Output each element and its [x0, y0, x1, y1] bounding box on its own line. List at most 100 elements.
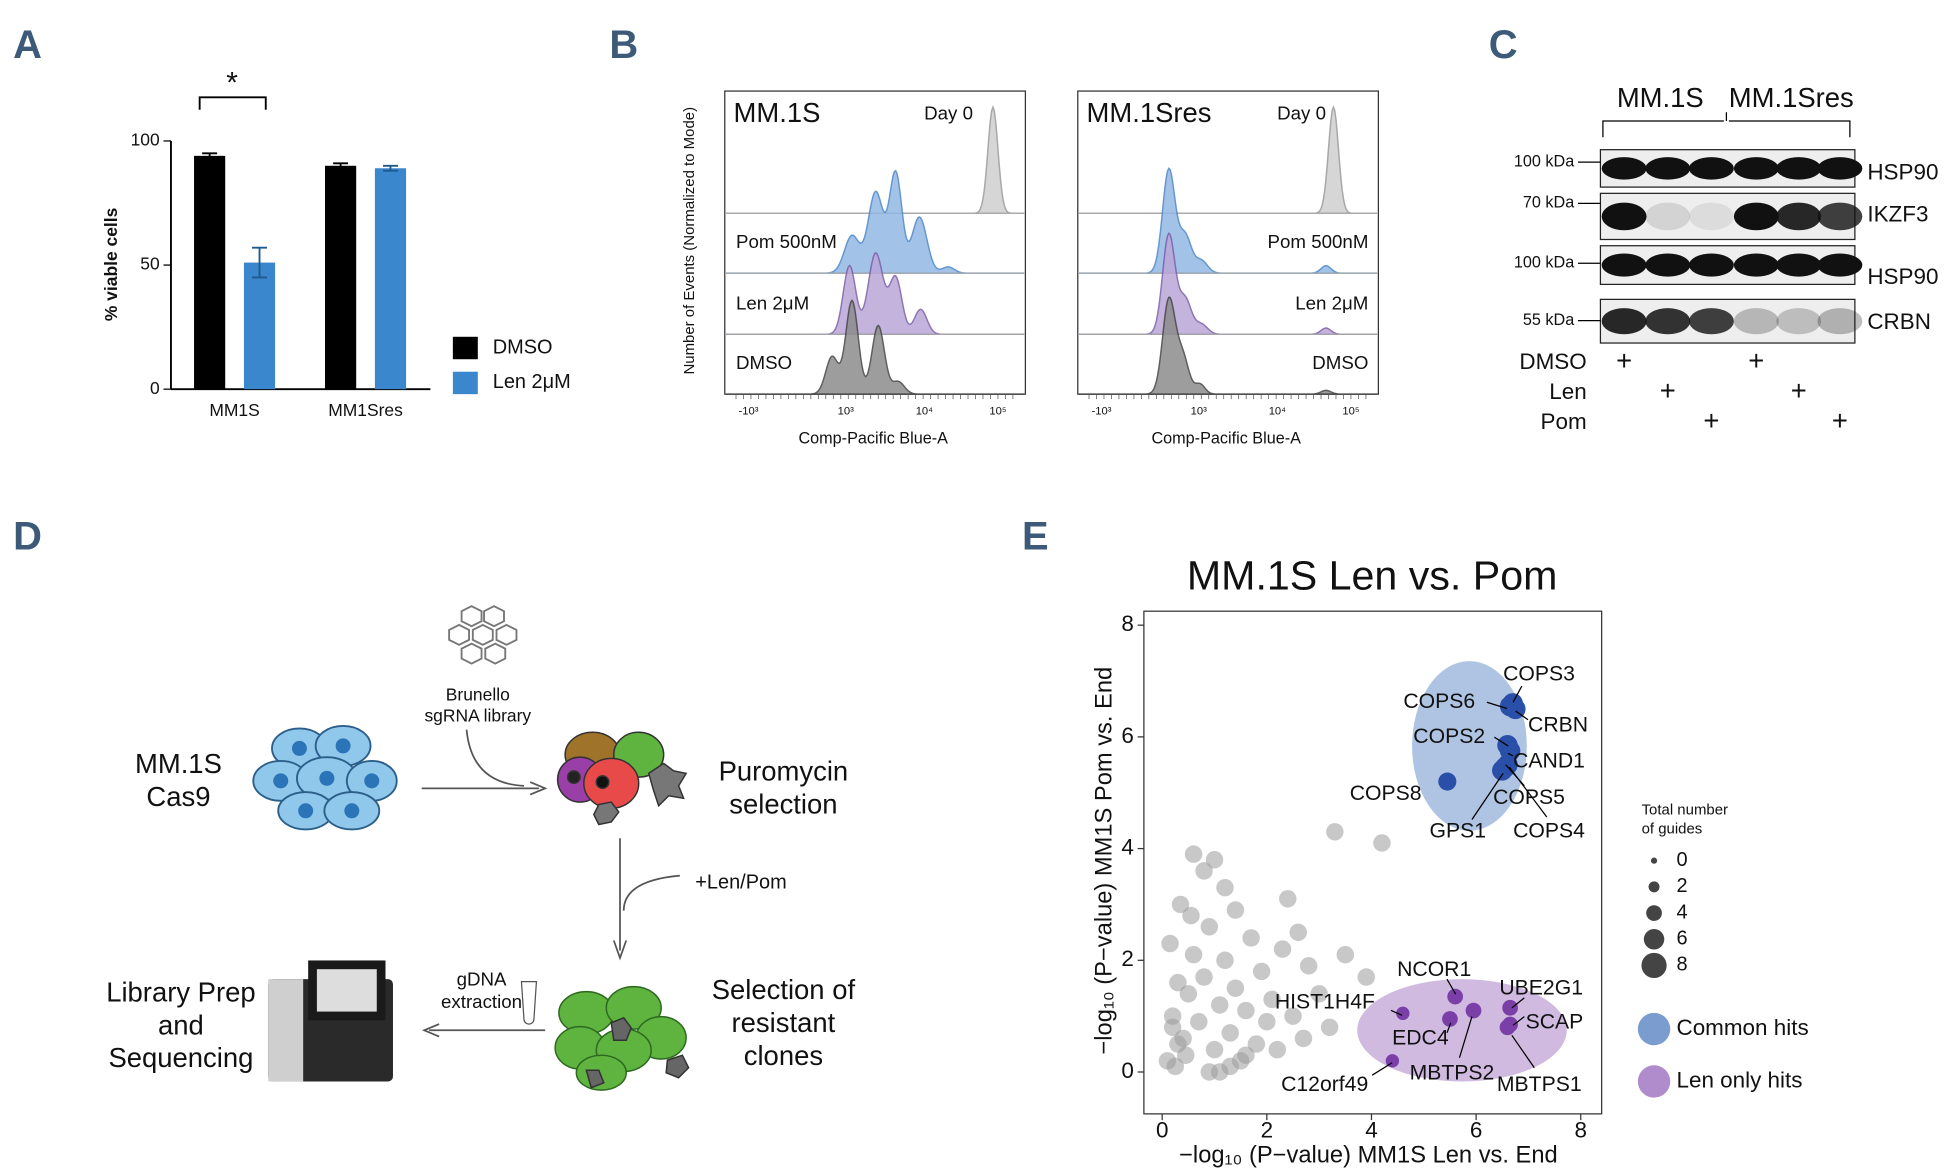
arrows: [421, 729, 680, 1038]
point-label: GPS1: [1430, 820, 1487, 843]
band: [1733, 202, 1779, 231]
point: [1373, 834, 1391, 852]
x-tick-label: 10⁵: [1342, 406, 1359, 418]
diagram-text: resistant: [732, 1007, 836, 1038]
point: [1447, 988, 1464, 1005]
x-tick-label: 10⁵: [989, 406, 1006, 418]
band: [1776, 202, 1822, 231]
point: [1195, 862, 1213, 880]
size-legend-label: 6: [1677, 928, 1688, 950]
point: [1179, 985, 1198, 1003]
band: [1601, 308, 1647, 335]
point: [1163, 1018, 1182, 1037]
cell-nuclei: [273, 738, 380, 819]
point: [1190, 1012, 1208, 1031]
y-tick-label: 0: [150, 378, 160, 398]
y-tick-label: 2: [1121, 946, 1133, 971]
diagram-text: and: [158, 1009, 204, 1040]
band: [1601, 157, 1647, 180]
diagram-text: sgRNA library: [424, 706, 531, 726]
point-label: MBTPS1: [1497, 1073, 1582, 1096]
band: [1776, 157, 1822, 180]
point-label: EDC4: [1392, 1027, 1449, 1050]
point: [1182, 906, 1200, 925]
protein-label: CRBN: [1867, 309, 1931, 334]
x-tick-label: 6: [1470, 1117, 1482, 1142]
x-tick-label: -10³: [1092, 406, 1112, 418]
size-legend-mark: [1643, 929, 1665, 950]
band: [1733, 157, 1779, 180]
diagram-text: +Len/Pom: [695, 871, 786, 893]
diagram-text: Library Prep: [106, 976, 255, 1007]
point-label: MBTPS2: [1410, 1062, 1495, 1085]
band: [1645, 253, 1691, 277]
error-bar: [383, 164, 398, 172]
bar: [325, 165, 357, 390]
point: [1268, 1040, 1287, 1059]
row-label: DMSO: [1312, 352, 1368, 373]
point: [1273, 940, 1292, 958]
y-tick-label: 100: [131, 130, 160, 150]
diagram-text: Puromycin: [719, 756, 849, 787]
point: [1263, 990, 1281, 1009]
x-axis-label: −log₁₀ (P−value) MM1S Len vs. End: [1179, 1143, 1558, 1169]
panel-label: B: [609, 23, 638, 67]
marker-label: 55 kDa: [1523, 311, 1575, 329]
bar: [243, 262, 276, 390]
band: [1645, 157, 1691, 180]
size-legend-mark: [1650, 857, 1658, 864]
protein-label: HSP90: [1867, 159, 1938, 184]
point: [1211, 996, 1229, 1014]
size-legend-label: 0: [1677, 849, 1688, 871]
panel-label: E: [1022, 514, 1049, 558]
band: [1817, 202, 1863, 231]
error-bar: [202, 152, 218, 160]
size-legend-mark: [1641, 952, 1667, 979]
point: [1221, 1057, 1239, 1076]
treatment-label: DMSO: [1519, 349, 1586, 374]
point: [1326, 823, 1344, 841]
group-label: MM.1Sres: [1729, 82, 1854, 113]
band: [1601, 202, 1647, 231]
x-tick-label: -10³: [739, 406, 759, 418]
row-label: Len 2μM: [736, 292, 809, 313]
row-label: DMSO: [736, 352, 792, 373]
error-bar: [333, 162, 349, 170]
size-legend-title: Total number: [1642, 802, 1728, 819]
group-bracket: [1602, 112, 1851, 138]
point: [1294, 1029, 1313, 1048]
x-tick-label: 4: [1365, 1117, 1377, 1142]
point: [1396, 1006, 1410, 1021]
point: [1205, 1040, 1224, 1059]
diagram-text: selection: [729, 789, 837, 820]
panel-label: C: [1489, 23, 1518, 67]
treatment-label: Len: [1549, 379, 1586, 404]
bar: [194, 155, 226, 390]
x-tick-label: MM1S: [209, 400, 259, 420]
group-label: MM.1S: [1617, 82, 1704, 113]
size-legend-mark: [1648, 881, 1660, 893]
point-label: SCAP: [1526, 1010, 1584, 1033]
band: [1817, 253, 1863, 277]
point: [1357, 968, 1375, 986]
point: [1184, 945, 1203, 964]
y-axis-label: % viable cells: [101, 208, 121, 322]
y-tick-label: 8: [1121, 611, 1133, 636]
point-label: UBE2G1: [1499, 977, 1583, 1000]
x-tick-label: 0: [1156, 1117, 1168, 1142]
legend-swatch: [452, 371, 478, 395]
protein-label: HSP90: [1867, 264, 1938, 289]
band: [1688, 157, 1734, 180]
x-tick-label: 10⁴: [916, 406, 933, 418]
size-legend-mark: [1646, 905, 1662, 921]
hex-library: [448, 605, 518, 665]
point: [1205, 851, 1224, 869]
legend-label: DMSO: [493, 336, 553, 358]
x-tick-label: MM1Sres: [328, 400, 403, 420]
selected-cells: [556, 731, 688, 826]
size-legend-label: 4: [1677, 901, 1688, 923]
diagram-text: Sequencing: [108, 1042, 253, 1073]
y-tick-label: 6: [1121, 723, 1133, 748]
band: [1776, 253, 1822, 277]
point-label: COPS2: [1413, 725, 1485, 748]
